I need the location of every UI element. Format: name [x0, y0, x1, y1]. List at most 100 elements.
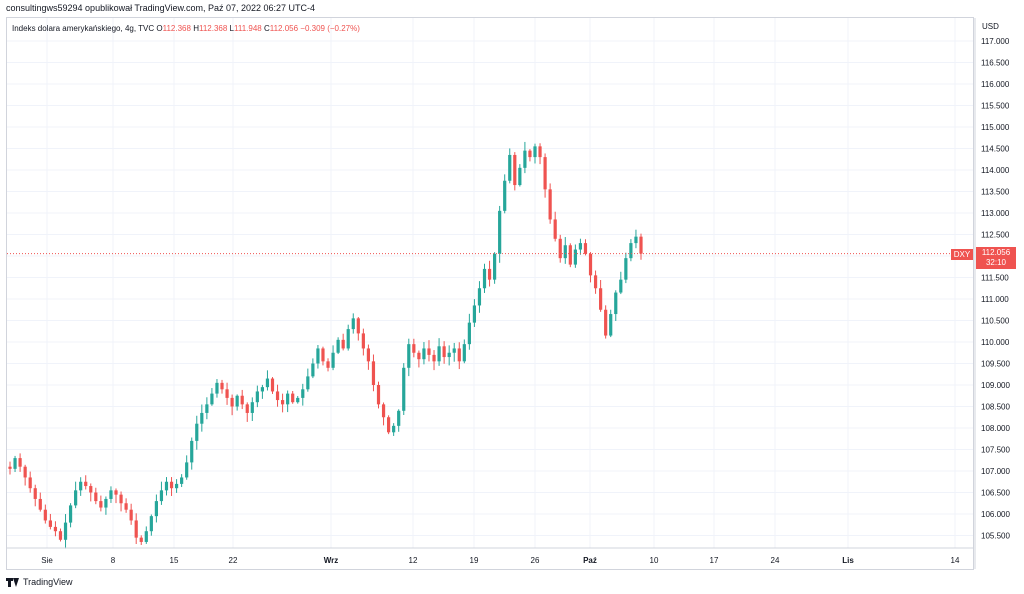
candle-body	[588, 253, 593, 276]
candle-body	[53, 526, 58, 532]
candle-body	[331, 352, 335, 368]
candle-body	[301, 389, 305, 398]
candle-body	[230, 397, 234, 407]
candle-body	[402, 367, 406, 411]
candle-body	[543, 157, 547, 190]
legend-change: −0.309 (−0.27%)	[300, 24, 360, 33]
candle-body	[210, 393, 214, 405]
candle-body	[245, 404, 249, 413]
y-tick-label: 112.500	[981, 231, 1010, 240]
legend-symbol: Indeks dolara amerykańskiego, 4g, TVC	[12, 24, 155, 33]
y-tick-label: 106.000	[981, 510, 1010, 519]
candle-body	[407, 344, 411, 368]
candle-body	[387, 417, 391, 433]
y-tick-label: 107.000	[981, 467, 1010, 476]
candle-body	[361, 333, 365, 349]
footer[interactable]: TradingView	[6, 577, 73, 587]
candle-body	[417, 352, 421, 360]
candle-body	[442, 346, 446, 358]
chart-grid	[7, 18, 973, 548]
candle-body	[634, 236, 638, 244]
y-tick-label: 113.000	[981, 209, 1010, 218]
candle-body	[397, 410, 401, 426]
candle-body	[79, 481, 83, 491]
candle-body	[159, 490, 164, 502]
candle-body	[422, 348, 426, 360]
candle-body	[104, 498, 108, 508]
candle-body	[493, 253, 497, 280]
y-tick-label: 106.500	[981, 489, 1010, 498]
candle-body	[149, 516, 153, 532]
candle-body	[356, 318, 360, 334]
candle-body	[326, 361, 330, 368]
candle-body	[376, 385, 381, 405]
y-tick-label: 111.000	[981, 295, 1009, 304]
candle-body	[563, 245, 567, 259]
candle-body	[185, 462, 189, 478]
candle-body	[58, 531, 63, 540]
y-tick-label: 110.500	[981, 317, 1010, 326]
candle-body	[457, 348, 461, 362]
candle-body	[371, 361, 376, 385]
candle-body	[43, 509, 47, 521]
last-price-tag: 112.056 32:10	[976, 247, 1016, 269]
y-tick-label: 113.500	[981, 188, 1010, 197]
candle-body	[321, 348, 325, 362]
candle-body	[280, 400, 285, 405]
legend-low: 111.948	[233, 24, 262, 33]
candle-body	[33, 488, 37, 499]
candle-body	[28, 477, 32, 489]
bar-countdown: 32:10	[985, 258, 1007, 267]
currency-label: USD	[982, 22, 999, 31]
x-tick-label: 15	[170, 556, 179, 565]
tradingview-logo-icon	[6, 577, 20, 587]
candle-body	[503, 180, 507, 211]
candle-body	[18, 458, 22, 467]
candle-body	[351, 318, 355, 330]
x-tick-label: Paź	[583, 556, 597, 565]
candle-body	[437, 346, 441, 362]
candle-body	[255, 391, 259, 403]
candle-body	[63, 522, 68, 540]
candle-body	[533, 146, 537, 158]
candle-body	[250, 402, 254, 413]
candle-body	[548, 189, 552, 220]
y-tick-label: 114.500	[981, 145, 1010, 154]
candle-body	[366, 348, 371, 362]
candle-body	[609, 314, 613, 336]
candle-body	[336, 339, 340, 353]
candle-body	[99, 501, 103, 508]
candle-body	[200, 412, 204, 424]
candle-body	[528, 150, 532, 158]
candle-body	[472, 305, 477, 323]
symbol-tag: DXY	[951, 249, 973, 260]
chart-legend: Indeks dolara amerykańskiego, 4g, TVC O1…	[12, 24, 360, 33]
x-tick-label: 19	[470, 556, 479, 565]
x-tick-label: 22	[229, 556, 238, 565]
legend-close: 112.056	[269, 24, 299, 33]
candle-body	[124, 503, 128, 510]
candle-body	[154, 501, 158, 517]
candle-body	[462, 344, 466, 362]
candle-body	[38, 498, 42, 510]
publish-info: consultingws59294 opublikował TradingVie…	[6, 3, 316, 13]
chart-pane[interactable]	[6, 17, 974, 570]
y-tick-label: 108.000	[981, 424, 1010, 433]
y-tick-label: 109.000	[981, 381, 1010, 390]
candle-body	[144, 531, 148, 542]
candle-body	[508, 154, 512, 181]
legend-high: 112.368	[198, 24, 228, 33]
candle-body	[260, 387, 264, 392]
candle-body	[316, 348, 320, 364]
candle-body	[427, 348, 431, 355]
y-tick-label: 115.000	[981, 123, 1010, 132]
y-tick-label: 110.000	[981, 338, 1010, 347]
candle-body	[134, 520, 138, 538]
candle-body	[341, 339, 345, 349]
candle-body	[215, 382, 219, 394]
time-axis: Sie 8 15 22 Wrz 12 19 26 Paź 10 17 24 Lis 14	[41, 556, 960, 565]
y-tick-label: 115.500	[981, 102, 1010, 111]
candle-body	[447, 352, 451, 358]
candle-body	[23, 466, 27, 478]
